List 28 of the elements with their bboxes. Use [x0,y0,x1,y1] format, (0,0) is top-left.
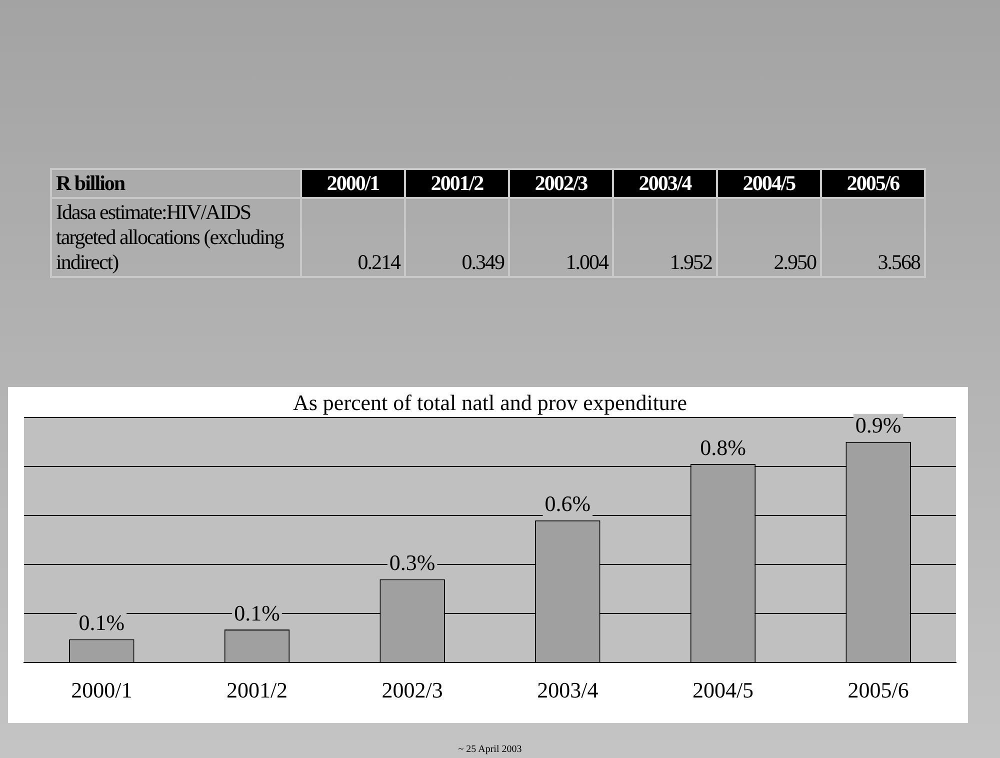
text: R billion [51,169,301,198]
data-label: 0.9% [855,412,902,438]
x-tick-label: 2004/5 [692,678,754,703]
data-label: 0.1% [78,610,125,636]
text: Idasa estimate:HIV/AIDS targeted allocations (excluding indirect) [51,198,301,277]
category-label: 2003/4 [613,169,717,198]
category-label: 2002/3 [509,169,613,198]
x-tick-label: 2005/6 [848,678,909,703]
data-label: 3.568 [821,198,925,277]
data-label: 0.8% [700,434,746,460]
category-label: 2004/5 [717,169,821,198]
data-label: 0.6% [544,491,591,516]
data-label: 2.950 [717,198,821,277]
data-label: 0.3% [389,550,436,576]
chart-title: As percent of total natl and prov expenditure [292,390,688,415]
category-label: 2000/1 [301,169,405,198]
data-label: 1.952 [613,198,717,277]
data-label: 0.349 [405,198,509,277]
x-tick-label: 2002/3 [382,678,443,703]
data-label: 1.004 [509,198,613,277]
category-label: 2005/6 [821,169,925,198]
x-tick-label: 2003/4 [537,678,598,703]
data-label: 0.214 [301,198,405,277]
x-tick-label: 2000/1 [71,678,132,703]
text: ~ 25 April 2003 [457,744,523,755]
x-tick-label: 2001/2 [226,678,288,703]
data-label: 0.1% [234,600,280,626]
category-label: 2001/2 [405,169,509,198]
